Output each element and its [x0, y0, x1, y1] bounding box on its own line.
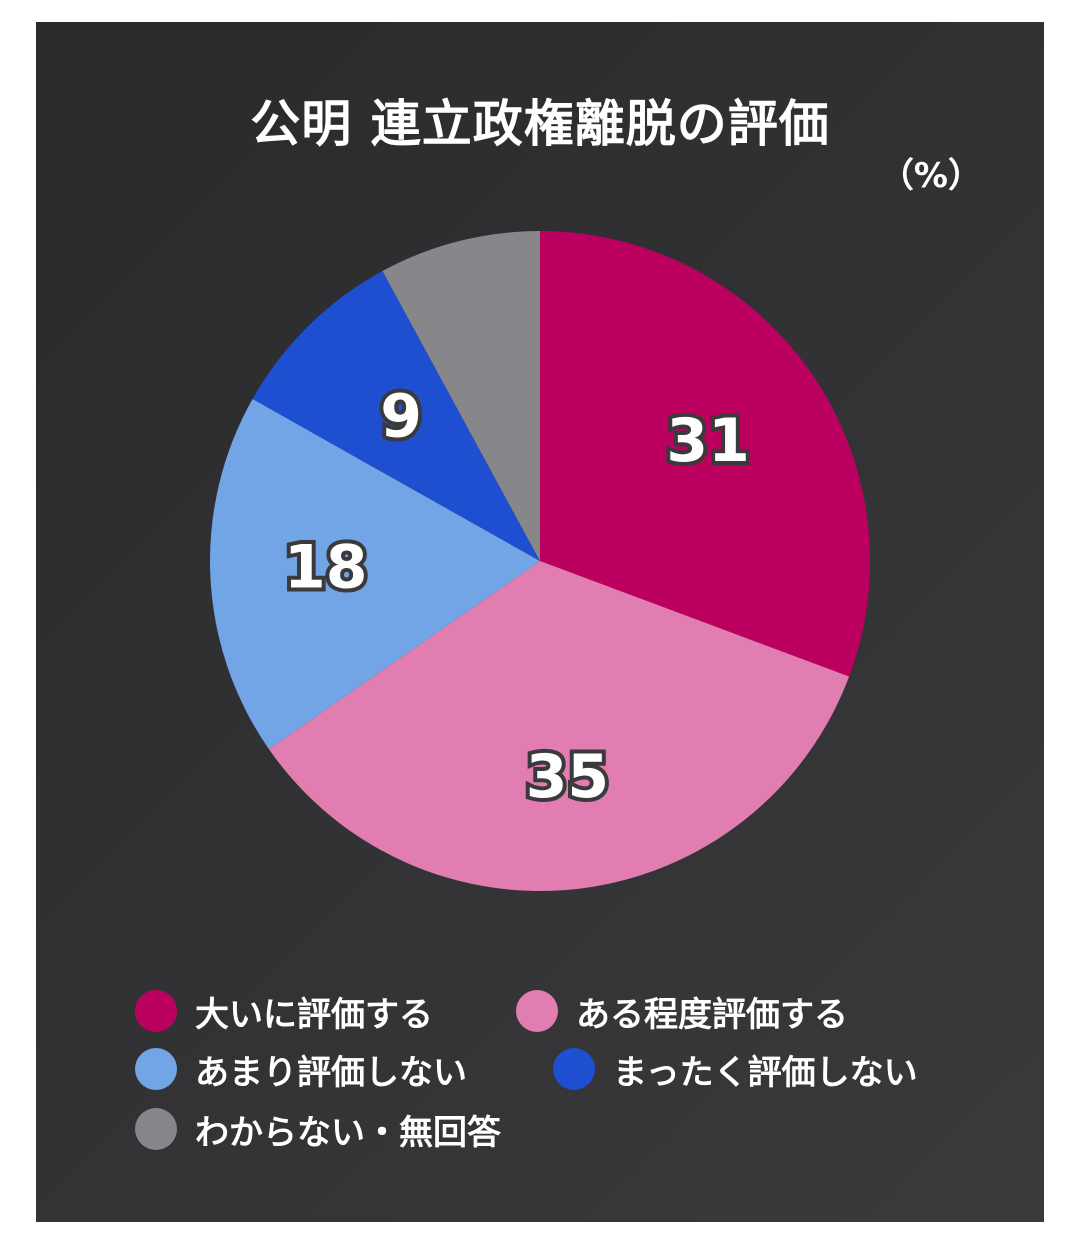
- legend-label: まったく評価しない: [613, 1052, 918, 1093]
- slice-value-label-1: 31: [666, 406, 750, 476]
- pie-slice-4: [252, 271, 540, 561]
- pie-labels: 31 35 18 9: [280, 378, 754, 816]
- legend-item-not-at-all-approve: まったく評価しない: [553, 1044, 918, 1094]
- pie-slice-3: [209, 398, 540, 750]
- pie-slice-5: [382, 231, 540, 561]
- legend-label: ある程度評価する: [576, 994, 848, 1035]
- legend-swatch-icon: [135, 1048, 177, 1090]
- legend-swatch-icon: [135, 1108, 177, 1150]
- legend-item-strongly-approve: 大いに評価する: [135, 986, 433, 1036]
- legend-item-somewhat-approve: ある程度評価する: [516, 986, 848, 1036]
- legend-label: 大いに評価する: [195, 994, 433, 1035]
- slice-value-label-3: 18: [284, 533, 368, 603]
- legend-swatch-icon: [553, 1048, 595, 1090]
- chart-title: 公明 連立政権離脱の評価: [250, 95, 830, 153]
- slice-value-label-2: 35: [526, 742, 610, 812]
- legend-item-not-much-approve: あまり評価しない: [135, 1044, 467, 1094]
- unit-label: （%）: [879, 156, 982, 196]
- pie-slices: [209, 231, 871, 891]
- legend-item-no-answer: わからない・無回答: [135, 1104, 501, 1154]
- pie-slice-1: [540, 231, 871, 677]
- legend-label: あまり評価しない: [195, 1052, 467, 1093]
- legend-label: わからない・無回答: [195, 1112, 501, 1153]
- slice-value-label-4: 9: [380, 382, 422, 452]
- pie-slice-2: [268, 561, 850, 891]
- legend-swatch-icon: [516, 990, 558, 1032]
- legend-swatch-icon: [135, 990, 177, 1032]
